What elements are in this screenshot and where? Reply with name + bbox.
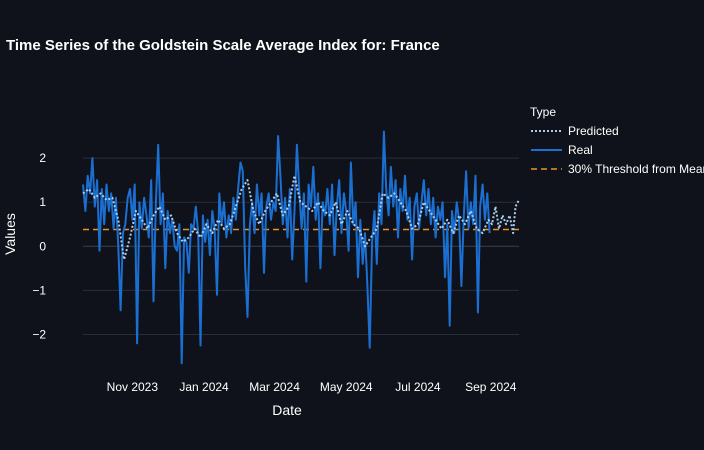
x-tick-label: Nov 2023 [107,380,159,394]
x-tick-label: Jul 2024 [395,380,441,394]
y-tick-label: 0 [39,239,46,253]
chart-title: Time Series of the Goldstein Scale Avera… [6,37,440,54]
y-tick-label: 2 [39,151,46,165]
legend-item-label[interactable]: Predicted [568,124,619,138]
x-axis-label: Date [272,402,302,418]
y-axis-label: Values [2,213,18,255]
x-tick-label: Sep 2024 [465,380,517,394]
y-tick-label: −2 [32,328,46,342]
x-tick-label: May 2024 [320,380,373,394]
series-line-real [82,130,491,365]
y-tick-label: −1 [32,283,46,297]
y-tick-label: 1 [39,195,46,209]
plot-area [82,130,520,365]
legend-item-label[interactable]: 30% Threshold from Mean [568,162,704,176]
legend[interactable]: Type Predicted Real 30% Threshold from Mea… [530,105,704,176]
legend-item-label[interactable]: Real [568,143,593,157]
x-tick-label: Jan 2024 [179,380,229,394]
x-tick-label: Mar 2024 [249,380,300,394]
series-line-predicted [82,174,520,261]
legend-title: Type [530,105,556,119]
